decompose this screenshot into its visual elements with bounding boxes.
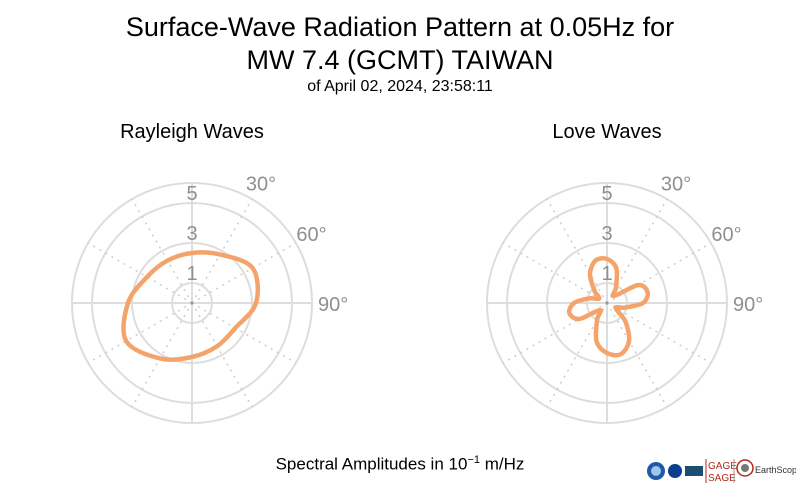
radial-tick-label: 1: [186, 263, 197, 285]
radiation-pattern-curve: [121, 250, 261, 362]
angular-grid-line: [502, 302, 608, 364]
chart-title-line2: MW 7.4 (GCMT) TAIWAN: [246, 45, 554, 75]
polar-chart-2: Love Waves 1 3 5 30° 60° 90°: [486, 121, 763, 424]
center-point: [605, 301, 609, 305]
radial-tick-label: 3: [186, 223, 197, 245]
radial-tick-label: 3: [601, 223, 612, 245]
angular-grid-line: [191, 302, 297, 364]
sponsor-logos: GAGE SAGE EarthScope: [647, 459, 796, 484]
gage-logo-text: GAGE: [708, 461, 737, 472]
angular-tick-label: 30°: [246, 173, 276, 195]
radial-tick-label: 5: [186, 183, 197, 205]
earthscope-logo: [736, 459, 754, 477]
radial-tick-label: 1: [601, 263, 612, 285]
angular-grid-line: [87, 302, 193, 364]
chart-subtitle: of April 02, 2024, 23:58:11: [307, 78, 493, 95]
angular-tick-label: 90°: [733, 294, 763, 316]
polar-chart-1: Rayleigh Waves 1 3 5 30° 60° 90°: [71, 121, 348, 424]
footer-unit-exponent: −1: [467, 454, 480, 466]
sage-logo-text: SAGE: [708, 473, 736, 484]
footer-unit-base: 10: [448, 454, 468, 474]
angular-tick-label: 60°: [296, 224, 326, 246]
angular-grid-line: [546, 302, 608, 408]
angular-grid-line: [131, 198, 193, 304]
angular-grid-line: [606, 302, 712, 364]
earthscope-logo-text: EarthScope: [755, 465, 796, 475]
angular-grid-line: [131, 302, 193, 408]
footer-unit-suffix: m/Hz: [484, 454, 525, 474]
angular-grid-line: [546, 198, 608, 304]
angular-grid-line: [87, 242, 193, 304]
angular-grid-line: [191, 198, 253, 304]
angular-grid-line: [502, 242, 608, 304]
center-point: [190, 301, 194, 305]
angular-grid-line: [606, 242, 712, 304]
angular-tick-label: 60°: [711, 224, 741, 246]
angular-tick-label: 90°: [318, 294, 348, 316]
angular-grid-line: [606, 198, 668, 304]
radiation-pattern-curve: [566, 256, 651, 358]
footer-label: Spectral Amplitudes in: [275, 454, 444, 474]
amplitude-unit-label: Spectral Amplitudes in 10−1 m/Hz: [0, 454, 800, 475]
angular-grid-line: [191, 302, 253, 408]
angular-tick-label: 30°: [661, 173, 691, 195]
angular-grid-line: [191, 242, 297, 304]
nsf-logo: [647, 462, 665, 480]
panel-title: Rayleigh Waves: [120, 121, 264, 143]
chart-title-line1: Surface-Wave Radiation Pattern at 0.05Hz…: [125, 12, 675, 42]
panel-title: Love Waves: [552, 121, 661, 143]
radial-tick-label: 5: [601, 183, 612, 205]
nasa-logo: [668, 464, 682, 478]
usgs-logo: [685, 466, 703, 476]
angular-grid-line: [606, 302, 668, 408]
